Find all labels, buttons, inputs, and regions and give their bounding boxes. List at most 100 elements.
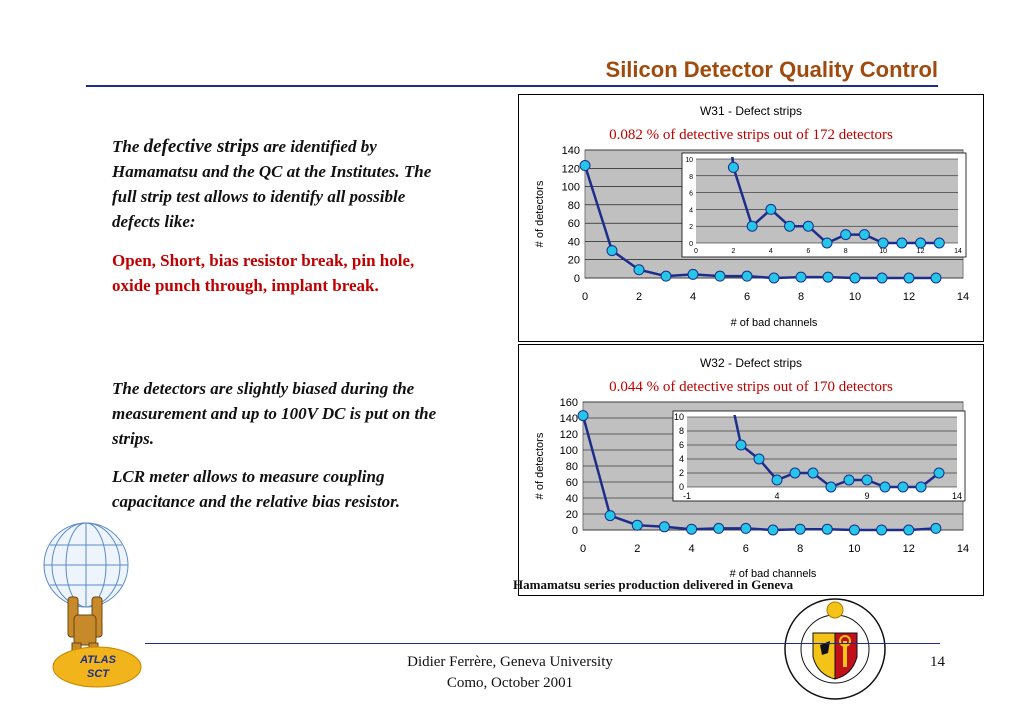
y-tick-label: 40	[568, 236, 580, 248]
chart-title: W31 - Defect strips	[700, 104, 802, 118]
inset-data-point	[727, 161, 739, 173]
y-tick-label: 20	[566, 509, 578, 521]
x-tick-label: 12	[903, 291, 915, 303]
inset-plot-area	[696, 159, 958, 243]
chart-w31-panel: W31 - Defect strips 0.082 % of detective …	[518, 94, 984, 342]
x-axis-label: # of bad channels	[731, 317, 818, 329]
chart-subtitle: 0.082 % of detective strips out of 172 d…	[609, 127, 893, 143]
y-tick-label: 140	[560, 413, 578, 425]
data-point	[930, 272, 942, 284]
data-point	[821, 523, 833, 535]
data-point	[876, 272, 888, 284]
inset-data-point	[821, 237, 833, 249]
globe-icon	[43, 522, 129, 608]
inset-data-point	[879, 481, 891, 493]
inset-data-point	[933, 467, 945, 479]
footer-author: Didier Ferrère, Geneva University	[407, 654, 613, 670]
inset-y-tick-label: 8	[679, 426, 684, 436]
x-tick-label: 14	[957, 291, 969, 303]
y-tick-label: 120	[560, 429, 578, 441]
data-point	[903, 524, 915, 536]
y-tick-label: 60	[568, 218, 580, 230]
y-axis-label: # of detectors	[534, 180, 546, 247]
x-tick-label: 2	[636, 291, 642, 303]
data-point	[687, 268, 699, 280]
data-point	[631, 519, 643, 531]
y-tick-label: 0	[574, 273, 580, 285]
data-point	[714, 270, 726, 282]
inset-x-tick-label: 8	[844, 248, 848, 255]
inset-x-tick-label: 12	[917, 248, 925, 255]
inset-y-tick-label: 6	[689, 191, 693, 198]
data-point	[795, 271, 807, 283]
page-number: 14	[930, 654, 945, 670]
data-point	[822, 271, 834, 283]
inset-x-tick-label: -1	[683, 491, 691, 501]
y-axis-label: # of detectors	[534, 432, 546, 499]
chart-caption: Hamamatsu series production delivered in…	[513, 577, 794, 592]
inset-data-point	[915, 481, 927, 493]
paragraph-bias: The detectors are slightly biased during…	[112, 379, 437, 448]
paragraph-lcr: LCR meter allows to measure coupling cap…	[112, 467, 401, 511]
inset-data-point	[897, 481, 909, 493]
inset-x-tick-label: 10	[879, 248, 887, 255]
data-point	[768, 272, 780, 284]
data-point	[660, 270, 672, 282]
x-tick-label: 14	[957, 543, 969, 555]
inset-x-tick-label: 14	[952, 491, 962, 501]
y-tick-label: 60	[566, 477, 578, 489]
paragraph-defective-strips: The defective strips are identified by H…	[112, 134, 457, 234]
inset-y-tick-label: 4	[689, 207, 693, 214]
data-point	[577, 410, 589, 422]
x-tick-label: 8	[797, 543, 803, 555]
inset-data-point	[858, 229, 870, 241]
chart-w32: W32 - Defect strips 0.044 % of detective …	[534, 356, 969, 580]
inset-data-point	[861, 474, 873, 486]
chart-w32-panel: W32 - Defect strips 0.044 % of detective …	[518, 344, 984, 596]
inset-data-point	[933, 237, 945, 249]
inset-data-point	[877, 237, 889, 249]
inset-data-point	[896, 237, 908, 249]
inset-series-group	[733, 415, 945, 493]
data-point	[686, 523, 698, 535]
chart-title: W32 - Defect strips	[700, 356, 802, 370]
inset-series-group	[727, 157, 945, 249]
inset-x-tick-label: 4	[769, 248, 773, 255]
x-tick-label: 10	[849, 291, 861, 303]
chart-w31: W31 - Defect strips 0.082 % of detective …	[534, 104, 969, 329]
x-tick-label: 4	[689, 543, 695, 555]
paragraph-defect-types: Open, Short, bias resistor break, pin ho…	[112, 251, 415, 295]
inset-y-tick-label: 4	[679, 454, 684, 464]
data-point	[658, 521, 670, 533]
inset-data-point	[784, 220, 796, 232]
inset-y-tick-label: 6	[679, 440, 684, 450]
chart-subtitle: 0.044 % of detective strips out of 170 d…	[609, 379, 893, 395]
inset-x-tick-label: 6	[806, 248, 810, 255]
atlas-sct-logo: ATLAS SCT	[43, 522, 142, 688]
data-point	[633, 264, 645, 276]
data-point	[579, 160, 591, 172]
inset-x-tick-label: 14	[954, 248, 962, 255]
inset-data-point	[840, 229, 852, 241]
x-tick-label: 8	[798, 291, 804, 303]
x-tick-label: 2	[634, 543, 640, 555]
svg-text:SCT: SCT	[87, 668, 110, 680]
x-tick-label: 0	[582, 291, 588, 303]
y-tick-label: 100	[562, 182, 580, 194]
inset-data-point	[735, 439, 747, 451]
inset-data-point	[915, 237, 927, 249]
atlas-sct-badge: ATLAS SCT	[52, 646, 142, 688]
x-tick-label: 12	[903, 543, 915, 555]
data-point	[794, 523, 806, 535]
footer-date: Como, October 2001	[446, 675, 574, 691]
y-tick-label: 160	[560, 397, 578, 409]
y-tick-label: 40	[566, 493, 578, 505]
inset-data-point	[802, 220, 814, 232]
inset-y-tick-label: 0	[689, 241, 693, 248]
data-point	[903, 272, 915, 284]
para1-emphasis: defective strips	[143, 136, 260, 157]
x-tick-label: 4	[690, 291, 696, 303]
inset-data-point	[807, 467, 819, 479]
inset-plot-area	[687, 417, 957, 487]
inset-data-point	[771, 474, 783, 486]
